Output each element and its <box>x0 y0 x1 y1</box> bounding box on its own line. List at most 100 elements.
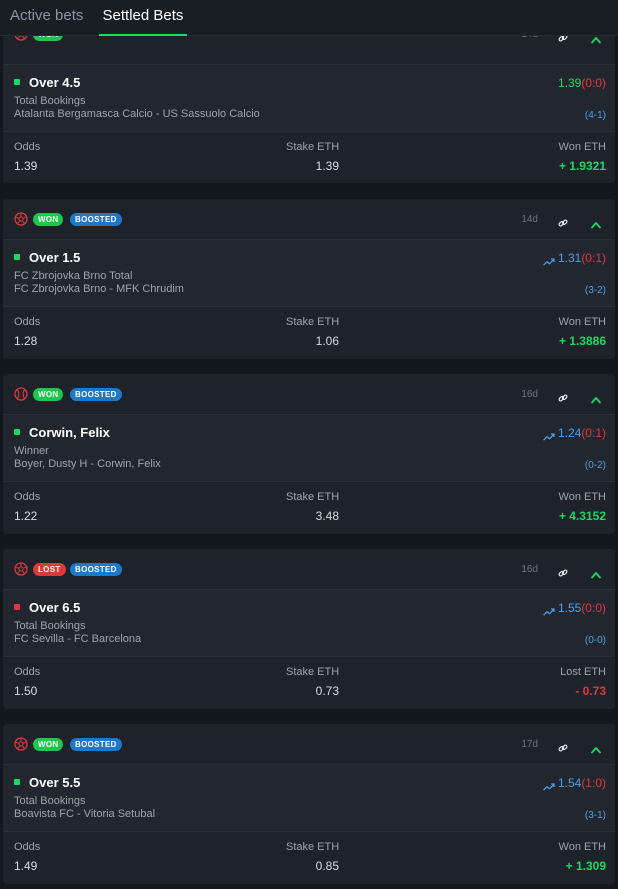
result-indicator <box>14 779 20 785</box>
match-name: Atalanta Bergamasca Calcio - US Sassuolo… <box>14 108 260 120</box>
odds-label: Odds <box>14 316 41 328</box>
result-value: + 1.3886 <box>558 334 606 348</box>
match-name: Boyer, Dusty H - Corwin, Felix <box>14 458 161 470</box>
odds-value-total: 1.50 <box>14 684 38 698</box>
market-name: FC Zbrojovka Brno Total <box>14 270 133 282</box>
selection-name: Over 1.5 <box>29 250 81 265</box>
bet-card-header: WON BOOSTED 17d <box>3 724 615 766</box>
odds-value: 1.31 <box>557 251 582 265</box>
odds-value: 1.55 <box>557 601 582 615</box>
odds-value: 1.39 <box>557 76 582 90</box>
odds-value-total: 1.22 <box>14 509 38 523</box>
stake-value: 3.48 <box>315 509 339 523</box>
soccer-ball-icon <box>14 737 28 751</box>
final-score: (0-2) <box>584 460 606 471</box>
stake-value: 0.73 <box>315 684 339 698</box>
bet-summary: Odds 1.39 Stake ETH 1.39 Won ETH + 1.9321 <box>3 136 615 180</box>
chevron-up-icon[interactable] <box>591 216 601 229</box>
stake-label: Stake ETH <box>286 141 340 153</box>
chevron-up-icon[interactable] <box>591 566 601 579</box>
stake-label: Stake ETH <box>286 841 340 853</box>
result-label: Lost ETH <box>560 666 606 678</box>
trending-up-icon <box>543 255 555 266</box>
bet-card-header: LOST BOOSTED 16d <box>3 549 615 591</box>
market-name: Total Bookings <box>14 795 86 807</box>
result-value: + 4.3152 <box>558 509 606 523</box>
halftime-score: (0:1) <box>581 251 606 265</box>
halftime-score: (0:0) <box>581 601 606 615</box>
match-name: FC Zbrojovka Brno - MFK Chrudim <box>14 283 184 295</box>
selection-name: Over 6.5 <box>29 600 81 615</box>
bet-summary: Odds 1.28 Stake ETH 1.06 Won ETH + 1.3886 <box>3 311 615 355</box>
trending-up-icon <box>543 430 555 441</box>
bet-age: 17d <box>521 739 538 750</box>
selection-odds: 1.39(0:0) <box>558 76 606 90</box>
selection-row: Over 5.5 Total Bookings Boavista FC - Vito… <box>3 764 615 832</box>
final-score: (4-1) <box>584 110 606 121</box>
bet-tabs: Active bets Settled Bets <box>0 0 618 36</box>
stake-value: 1.06 <box>315 334 339 348</box>
market-name: Total Bookings <box>14 95 86 107</box>
bet-card: WON BOOSTED 16d Corwin, Felix Winner Boyer, D… <box>3 374 615 534</box>
match-name: Boavista FC - Vitoria Setubal <box>14 808 156 820</box>
result-label: Won ETH <box>558 491 606 503</box>
odds-label: Odds <box>14 491 41 503</box>
halftime-score: (0:1) <box>581 426 606 440</box>
halftime-score: (1:0) <box>581 776 606 790</box>
odds-value: 1.24 <box>557 426 582 440</box>
result-label: Won ETH <box>558 316 606 328</box>
chevron-up-icon[interactable] <box>591 31 601 44</box>
selection-row: Over 1.5 FC Zbrojovka Brno Total FC Zbrojo… <box>3 239 615 307</box>
result-value: - 0.73 <box>575 684 606 698</box>
boosted-badge: BOOSTED <box>70 388 122 401</box>
result-indicator <box>14 79 20 85</box>
link-icon[interactable] <box>558 390 568 402</box>
status-badge: LOST <box>33 563 66 576</box>
odds-value-total: 1.39 <box>14 159 38 173</box>
soccer-ball-icon <box>14 212 28 226</box>
odds-label: Odds <box>14 141 41 153</box>
result-indicator <box>14 604 20 610</box>
status-badge: WON <box>33 388 64 401</box>
selection-odds: 1.31(0:1) <box>543 251 606 266</box>
halftime-score: (0:0) <box>581 76 606 90</box>
tab-settled-bets[interactable]: Settled Bets <box>99 0 187 36</box>
tab-active-bets[interactable]: Active bets <box>10 7 84 24</box>
link-icon[interactable] <box>558 740 568 752</box>
odds-label: Odds <box>14 666 41 678</box>
bet-card: WON BOOSTED 14d Over 1.5 FC Zbrojovka Brno T… <box>3 199 615 359</box>
selection-name: Over 5.5 <box>29 775 81 790</box>
selection-name: Corwin, Felix <box>29 425 110 440</box>
result-indicator <box>14 429 20 435</box>
bet-summary: Odds 1.49 Stake ETH 0.85 Won ETH + 1.309 <box>3 836 615 880</box>
link-icon[interactable] <box>558 215 568 227</box>
boosted-badge: BOOSTED <box>70 738 122 751</box>
baseball-icon <box>14 387 28 401</box>
selection-row: Over 4.5 Total Bookings Atalanta Bergamasc… <box>3 64 615 132</box>
bet-age: 16d <box>521 389 538 400</box>
market-name: Winner <box>14 445 49 457</box>
stake-label: Stake ETH <box>286 316 340 328</box>
link-icon[interactable] <box>558 565 568 577</box>
chevron-up-icon[interactable] <box>591 741 601 754</box>
trending-up-icon <box>543 605 555 616</box>
selection-odds: 1.55(0:0) <box>543 601 606 616</box>
odds-value-total: 1.28 <box>14 334 38 348</box>
bet-summary: Odds 1.22 Stake ETH 3.48 Won ETH + 4.3152 <box>3 486 615 530</box>
final-score: (3-1) <box>584 810 606 821</box>
result-indicator <box>14 254 20 260</box>
bet-card-header: WON BOOSTED 16d <box>3 374 615 416</box>
bet-age: 16d <box>521 564 538 575</box>
selection-row: Corwin, Felix Winner Boyer, Dusty H - Corw… <box>3 414 615 482</box>
selection-odds: 1.54(1:0) <box>543 776 606 791</box>
bet-card-header: WON BOOSTED 14d <box>3 199 615 241</box>
odds-value-total: 1.49 <box>14 859 38 873</box>
result-value: + 1.9321 <box>558 159 606 173</box>
stake-label: Stake ETH <box>286 666 340 678</box>
stake-value: 0.85 <box>315 859 339 873</box>
selection-row: Over 6.5 Total Bookings FC Sevilla - FC Ba… <box>3 589 615 657</box>
chevron-up-icon[interactable] <box>591 391 601 404</box>
boosted-badge: BOOSTED <box>70 213 122 226</box>
match-name: FC Sevilla - FC Barcelona <box>14 633 142 645</box>
